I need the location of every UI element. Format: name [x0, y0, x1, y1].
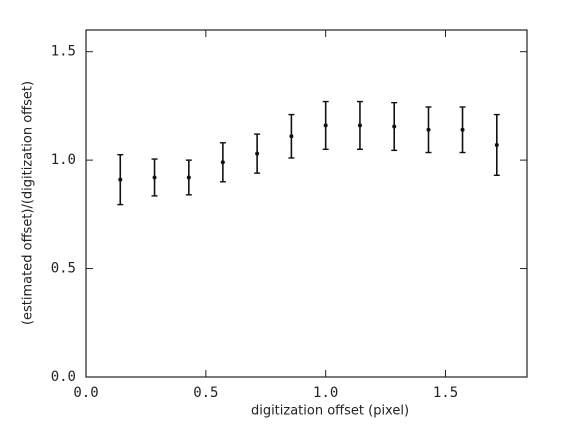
data-point — [289, 134, 294, 139]
x-axis-label: digitization offset (pixel) — [251, 404, 409, 419]
data-point — [186, 175, 191, 180]
y-tick-label: 0.5 — [51, 261, 76, 277]
x-tick-label: 0.5 — [193, 385, 218, 401]
data-point — [392, 124, 397, 129]
y-axis-label: (estimated offset)/(digitization offset) — [21, 81, 36, 325]
data-point — [460, 127, 465, 132]
y-tick-label: 1.0 — [51, 152, 76, 168]
data-point — [426, 127, 431, 132]
y-tick-label: 0.0 — [51, 369, 76, 385]
data-point — [323, 123, 328, 128]
x-tick-label: 1.5 — [433, 385, 458, 401]
data-point — [255, 151, 260, 156]
x-tick-label: 0.0 — [73, 385, 98, 401]
x-tick-label: 1.0 — [313, 385, 338, 401]
data-point — [152, 175, 157, 180]
plot-frame — [85, 29, 528, 378]
data-point — [220, 160, 225, 165]
data-point — [494, 142, 499, 147]
data-point — [118, 177, 123, 182]
y-tick-label: 1.5 — [51, 44, 76, 60]
data-point — [357, 123, 362, 128]
